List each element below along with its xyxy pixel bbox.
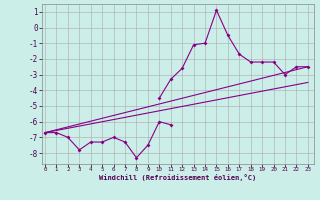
X-axis label: Windchill (Refroidissement éolien,°C): Windchill (Refroidissement éolien,°C) bbox=[99, 174, 256, 181]
